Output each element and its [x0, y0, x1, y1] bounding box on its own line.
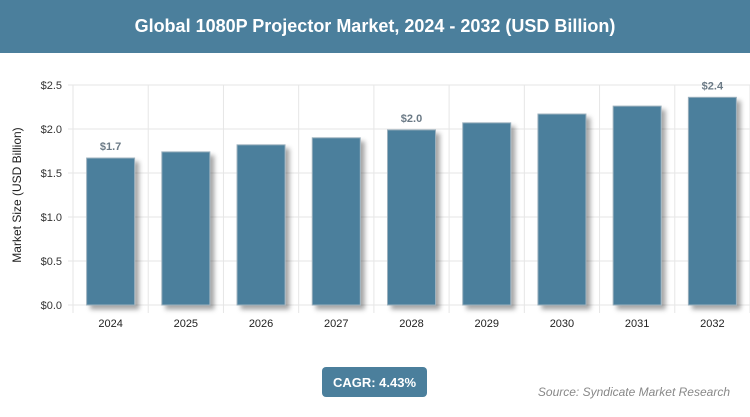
- bar-2028: [387, 129, 436, 306]
- bar-2032: [687, 96, 737, 306]
- bar-2027: [311, 137, 361, 306]
- source-text: Source: Syndicate Market Research: [537, 385, 730, 399]
- bar-chart: $0.0 $0.5 $1.0 $1.5 $2.0 $2.5 Market Size (USD…: [10, 80, 750, 330]
- x-tick-label: 2030: [550, 318, 574, 330]
- x-tick-label: 2027: [324, 318, 348, 330]
- bar-2031: [612, 105, 662, 306]
- y-tick-label: $1.5: [41, 168, 62, 180]
- data-label: $1.7: [100, 141, 121, 153]
- x-tick-label: 2032: [700, 318, 724, 330]
- y-tick-label: $2.0: [41, 124, 62, 136]
- bar-2025: [161, 151, 211, 306]
- y-tick-label: $2.5: [41, 80, 62, 92]
- x-tick-label: 2029: [474, 318, 498, 330]
- x-tick-label: 2026: [249, 318, 273, 330]
- y-tick-label: $0.5: [41, 256, 62, 268]
- data-label: $2.0: [401, 113, 422, 125]
- x-tick-label: 2028: [399, 318, 423, 330]
- bar-2030: [537, 113, 587, 306]
- y-tick-label: $0.0: [41, 300, 62, 312]
- y-tick-label: $1.0: [41, 212, 62, 224]
- data-label: $2.4: [702, 80, 724, 92]
- bar-2026: [236, 144, 286, 306]
- y-axis-label: Market Size (USD Billion): [10, 127, 24, 262]
- chart-title: Global 1080P Projector Market, 2024 - 20…: [0, 0, 750, 53]
- x-tick-label: 2024: [98, 318, 122, 330]
- cagr-badge: CAGR: 4.43%: [322, 367, 427, 397]
- bar-2024: [86, 157, 136, 306]
- bar-2029: [462, 122, 512, 306]
- x-tick-label: 2031: [625, 318, 649, 330]
- x-tick-label: 2025: [174, 318, 198, 330]
